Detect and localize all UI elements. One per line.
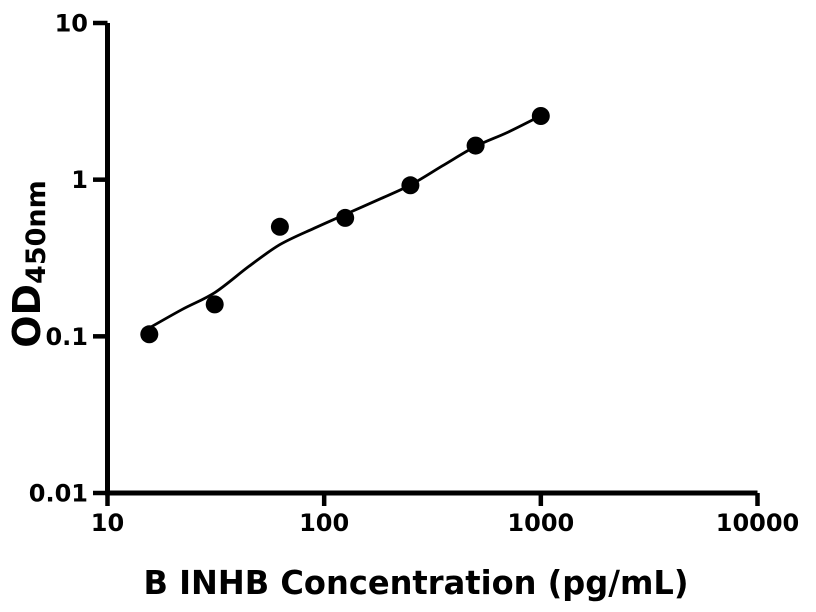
data-point-3: [270, 217, 289, 236]
x-tick-label-10000: 10000: [716, 509, 800, 537]
x-tick-label-1000: 1000: [507, 509, 574, 537]
data-point-5: [401, 176, 420, 195]
y-axis-title: OD450nm: [5, 180, 52, 348]
data-point-7: [531, 107, 550, 125]
x-axis-tick-labels: 10 100 1000 10000: [91, 509, 799, 537]
data-points: [140, 107, 550, 344]
x-axis-title: B INHB Concentration (pg/mL): [144, 563, 689, 602]
data-point-1: [140, 325, 159, 344]
y-tick-label-0.01: 0.01: [29, 480, 88, 508]
axis-frame: [105, 23, 758, 496]
y-tick-label-0.1: 0.1: [45, 323, 88, 351]
y-axis-title-main: OD: [5, 284, 49, 348]
x-tick-label-10: 10: [91, 509, 124, 537]
data-point-4: [336, 208, 355, 227]
data-point-2: [205, 295, 224, 314]
x-axis-ticks: [105, 493, 760, 506]
y-tick-label-10: 10: [55, 10, 88, 38]
y-tick-label-1: 1: [71, 166, 88, 194]
y-axis-tick-labels: 10 1 0.1 0.01: [29, 10, 88, 508]
y-axis-ticks: [93, 20, 108, 496]
x-tick-label-100: 100: [299, 509, 349, 537]
data-point-6: [466, 136, 485, 155]
y-axis-title-subscript: 450nm: [21, 180, 52, 284]
